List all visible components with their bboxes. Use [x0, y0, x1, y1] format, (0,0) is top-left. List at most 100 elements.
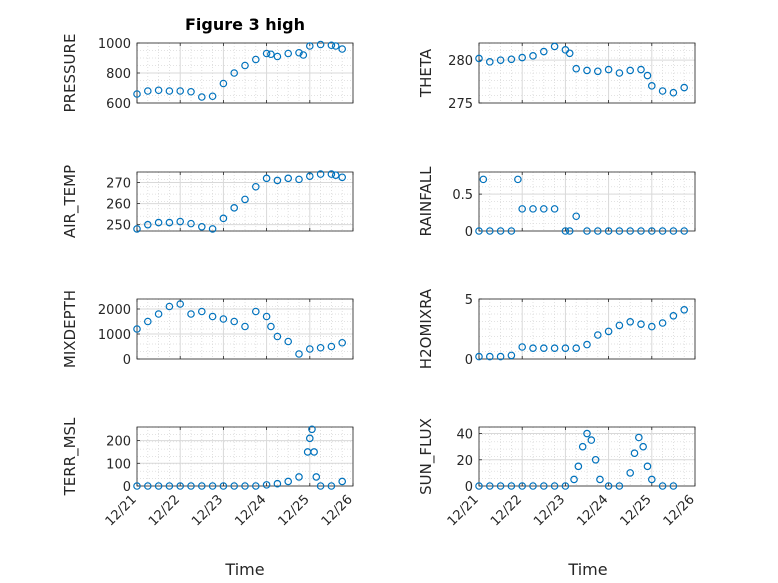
subplot-h2omixra: 5 0 H2OMIXRA — [417, 288, 696, 369]
data-point-mixdepth — [252, 307, 260, 316]
y-axis-label-terr_msl: TERR_MSL — [61, 417, 80, 496]
data-point-air_temp — [316, 170, 325, 178]
data-point-sun_flux — [643, 462, 652, 471]
data-point-h2omixra — [485, 352, 494, 361]
axes-box — [478, 42, 696, 104]
y-tick-label: 0 — [465, 480, 473, 495]
data-point-theta — [643, 71, 652, 80]
data-point-terr_msl — [241, 482, 249, 490]
data-point-terr_msl — [208, 482, 217, 490]
y-tick-label: 5 — [465, 293, 473, 308]
subplot-sun_flux: 12/21 12/22 12/23 12/24 12/25 12/26 40 20 0 SUN_F… — [417, 418, 698, 529]
data-point-air_temp — [144, 220, 152, 229]
data-point-h2omixra — [593, 331, 602, 339]
data-point-mixdepth — [165, 302, 174, 311]
y-tick-label: 280 — [448, 54, 473, 69]
data-point-theta — [529, 52, 537, 60]
data-point-theta — [565, 49, 574, 58]
data-point-sun_flux — [658, 482, 667, 490]
x-tick-label: 12/24 — [232, 492, 269, 529]
data-point-air_temp — [198, 222, 206, 231]
data-point-pressure — [252, 55, 260, 64]
data-point-sun_flux — [485, 482, 494, 490]
data-point-terr_msl — [133, 482, 141, 490]
x-tick-label: 12/26 — [661, 492, 698, 529]
data-point-sun_flux — [630, 449, 639, 458]
data-point-theta — [615, 69, 624, 77]
data-point-pressure — [165, 87, 174, 95]
data-point-theta — [496, 56, 505, 64]
x-tick-label: 12/22 — [146, 492, 183, 529]
data-point-pressure — [176, 87, 185, 95]
data-point-pressure — [187, 87, 195, 96]
data-point-mixdepth — [230, 317, 239, 326]
data-point-theta — [475, 54, 483, 63]
data-point-pressure — [154, 86, 163, 95]
data-point-theta — [680, 83, 689, 92]
data-point-theta — [626, 66, 635, 75]
subplot-pressure: 1000 800 600 PRESSURE — [61, 34, 354, 112]
x-axis-label-left: Time — [224, 560, 264, 579]
data-point-mixdepth — [267, 322, 275, 331]
x-tick-label: 12/25 — [618, 492, 655, 529]
data-point-sun_flux — [578, 442, 587, 451]
data-point-sun_flux — [539, 482, 548, 490]
x-tick-label: 12/24 — [574, 492, 611, 529]
data-point-h2omixra — [626, 317, 635, 326]
data-point-sun_flux — [635, 433, 643, 442]
y-tick-label: 0 — [123, 480, 131, 495]
data-point-mixdepth — [295, 350, 303, 358]
data-point-pressure — [316, 40, 325, 49]
data-point-air_temp — [133, 225, 141, 233]
data-point-rainfall — [669, 227, 678, 235]
data-point-h2omixra — [669, 311, 678, 320]
data-point-rainfall — [561, 227, 570, 235]
data-point-rainfall — [485, 227, 494, 235]
data-point-sun_flux — [529, 482, 537, 490]
data-point-terr_msl — [219, 482, 228, 490]
axes-box — [478, 171, 696, 232]
data-point-sun_flux — [669, 482, 678, 490]
data-point-h2omixra — [583, 340, 591, 349]
data-point-rainfall — [572, 212, 581, 221]
data-point-terr_msl — [338, 477, 347, 486]
y-tick-label: 1000 — [98, 37, 131, 52]
y-tick-label: 0 — [465, 225, 473, 240]
data-point-theta — [669, 88, 678, 97]
data-point-mixdepth — [241, 322, 249, 331]
data-point-sun_flux — [587, 436, 596, 444]
data-point-mixdepth — [198, 307, 206, 316]
y-tick-label: 40 — [456, 428, 473, 443]
data-point-air_temp — [165, 218, 174, 227]
data-point-terr_msl — [312, 473, 321, 481]
data-point-mixdepth — [305, 345, 314, 353]
x-tick-label: 12/21 — [445, 492, 482, 529]
data-point-pressure — [273, 52, 282, 61]
data-point-rainfall — [475, 227, 483, 235]
data-point-h2omixra — [604, 327, 613, 336]
data-point-h2omixra — [572, 344, 581, 353]
data-point-pressure — [241, 61, 249, 70]
x-tick-label: 12/23 — [189, 492, 226, 529]
y-axis-label-air_temp: AIR_TEMP — [61, 165, 80, 238]
data-point-rainfall — [507, 227, 516, 235]
data-point-rainfall — [550, 205, 559, 213]
data-point-mixdepth — [316, 343, 325, 352]
data-point-sun_flux — [615, 482, 624, 490]
data-point-pressure — [327, 41, 336, 50]
subplot-terr_msl: 12/21 12/22 12/23 12/24 12/25 12/26 200 100 0 TER… — [61, 417, 356, 529]
data-point-h2omixra — [475, 352, 483, 361]
data-point-air_temp — [176, 217, 185, 226]
data-point-terr_msl — [273, 479, 282, 488]
data-point-terr_msl — [144, 482, 152, 490]
data-point-pressure — [198, 93, 206, 101]
axes-box — [478, 298, 696, 360]
axes-box — [136, 426, 354, 487]
y-tick-label: 260 — [106, 198, 131, 213]
data-point-sun_flux — [583, 429, 591, 438]
y-axis-label-mixdepth: MIXDEPTH — [61, 290, 79, 368]
data-point-theta — [658, 87, 667, 95]
data-point-rainfall — [496, 227, 505, 235]
data-point-air_temp — [295, 175, 303, 184]
